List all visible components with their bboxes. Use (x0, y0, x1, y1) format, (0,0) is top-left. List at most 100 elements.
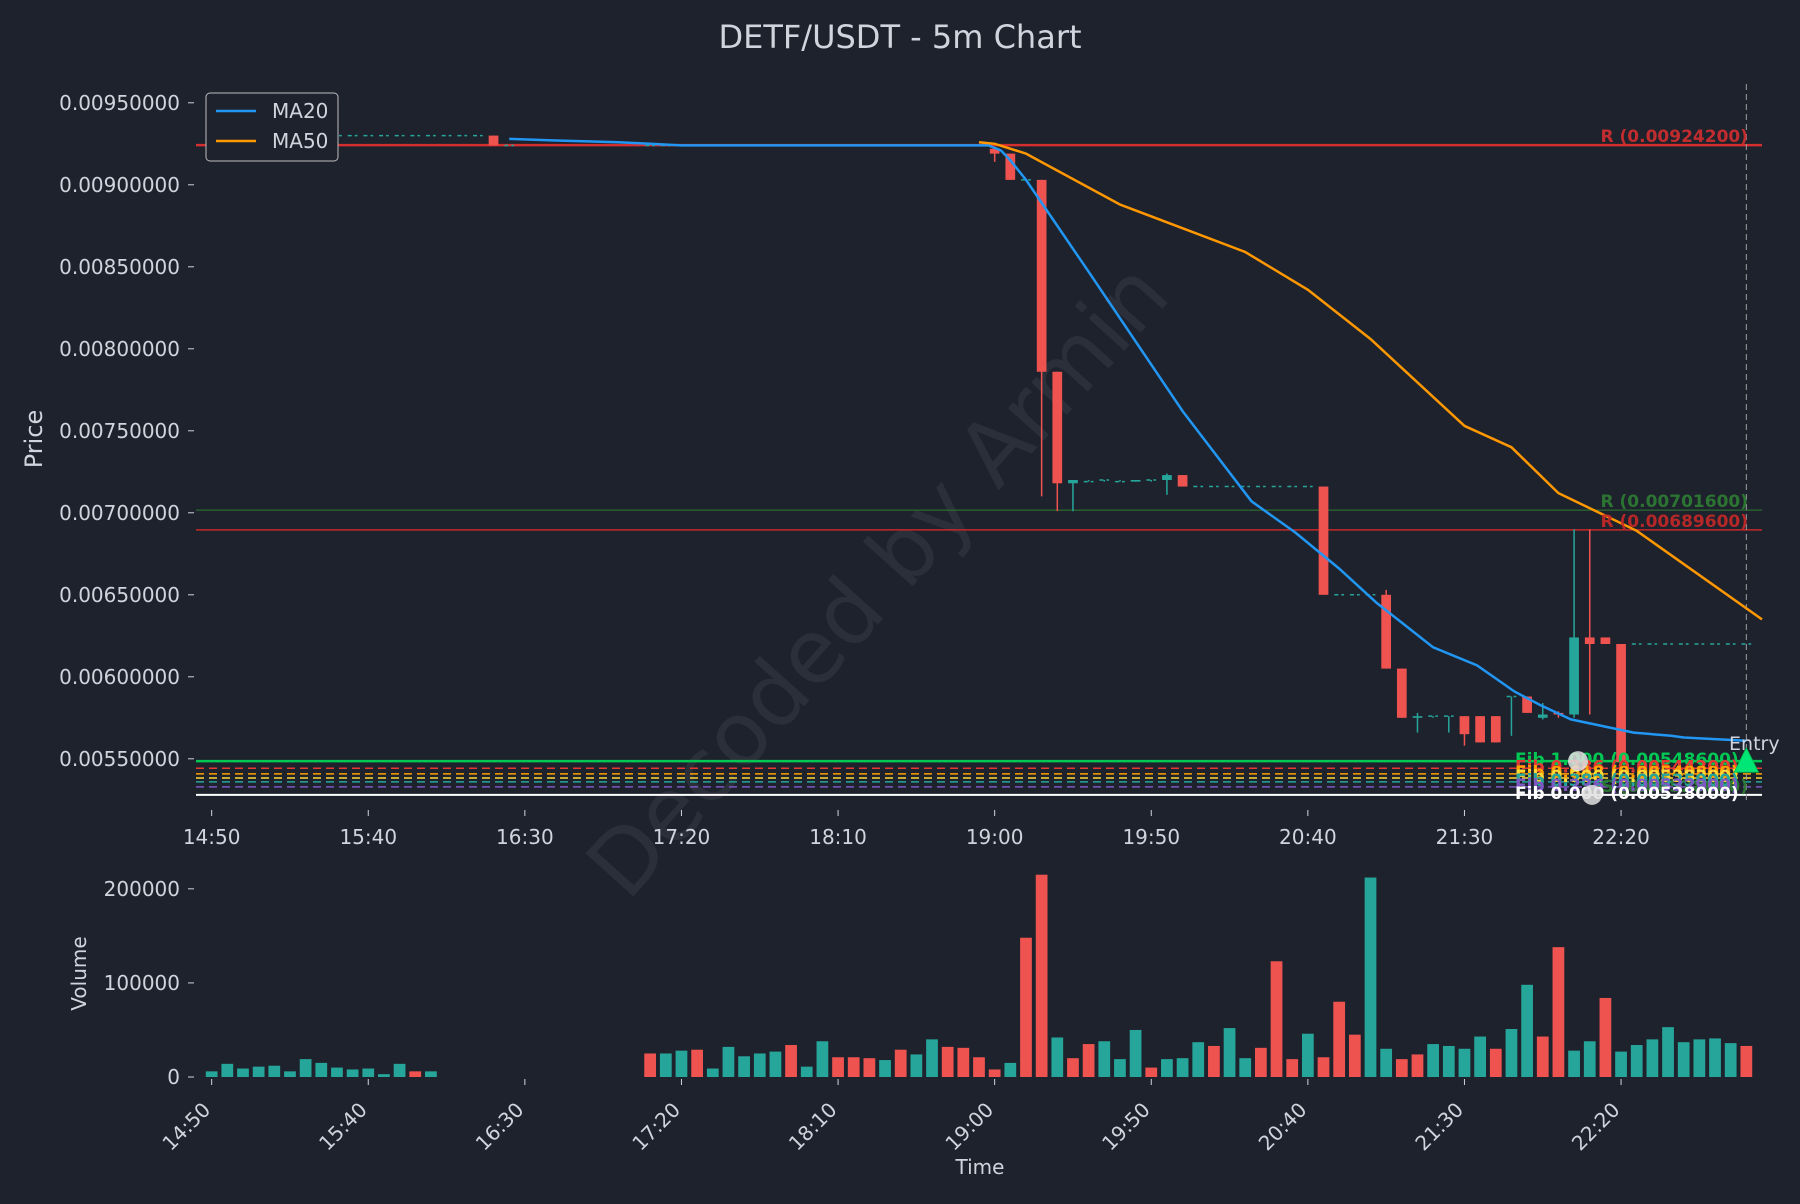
candle-body (1130, 480, 1141, 482)
level-label: S (0.00528000) (1601, 777, 1748, 797)
volume-bar (362, 1068, 375, 1077)
volume-x-tick-label: 22:20 (1567, 1098, 1625, 1156)
volume-bar (1489, 1048, 1502, 1077)
volume-bar (894, 1049, 907, 1077)
volume-bar (331, 1067, 343, 1077)
volume-bar (691, 1049, 703, 1077)
volume-bar (1662, 1027, 1674, 1077)
volume-bar (1333, 1001, 1346, 1077)
candle-body (1052, 371, 1063, 484)
volume-x-tick-label: 15:40 (314, 1098, 372, 1156)
candle-body (1522, 696, 1532, 713)
volume-bar (973, 1057, 985, 1077)
candle-body (1475, 716, 1485, 743)
volume-bar (832, 1057, 844, 1077)
legend-entry-ma50: MA50 (272, 129, 328, 153)
volume-bar (785, 1045, 797, 1077)
volume-bar (1458, 1048, 1471, 1077)
price-y-tick-label: 0.00550000 (59, 747, 180, 771)
volume-bar (1239, 1058, 1252, 1077)
volume-bar (769, 1051, 782, 1077)
volume-bar (1677, 1042, 1690, 1077)
candle-body (1177, 475, 1188, 487)
volume-bar (1364, 877, 1377, 1077)
price-x-tick-label: 18:10 (809, 825, 867, 849)
volume-bar (1317, 1057, 1330, 1077)
volume-bar (1270, 961, 1283, 1077)
volume-bar (1646, 1039, 1659, 1077)
price-x-tick-label: 22:20 (1592, 825, 1650, 849)
volume-bar (816, 1041, 829, 1077)
volume-bar (1599, 997, 1612, 1077)
fib-label: Fib 0.000 (0.00528000) (1515, 784, 1739, 804)
volume-bar (1568, 1050, 1580, 1077)
fib-label: Fib 0.236 (0.00532900) (1515, 776, 1739, 796)
candle-body (1537, 714, 1548, 718)
price-x-tick-label: 19:00 (966, 825, 1024, 849)
candle-body (488, 135, 499, 146)
price-x-tick-label: 14:50 (183, 825, 241, 849)
volume-bar (237, 1068, 249, 1077)
candle-body (1036, 179, 1047, 372)
candle-body (1412, 716, 1423, 718)
volume-bar (1442, 1045, 1455, 1077)
watermark-text: Decoded by Armin (567, 242, 1189, 916)
volume-bar (1724, 1043, 1737, 1077)
level-label: R (0.00689600) (1601, 512, 1748, 532)
volume-bar (941, 1046, 954, 1077)
chart-title: DETF/USDT - 5m Chart (718, 18, 1081, 56)
volume-bar (1020, 937, 1032, 1077)
volume-x-tick-label: 18:10 (784, 1098, 842, 1156)
candle-body (1381, 594, 1392, 669)
volume-bar (1145, 1067, 1158, 1077)
volume-bar (988, 1069, 1001, 1077)
volume-bar (1082, 1044, 1095, 1077)
volume-bar (284, 1071, 296, 1077)
volume-bar (1615, 1051, 1627, 1077)
candle-body (1569, 637, 1579, 715)
price-x-tick-label: 21:30 (1436, 825, 1494, 849)
volume-bar (1552, 947, 1565, 1077)
volume-x-tick-label: 20:40 (1254, 1098, 1312, 1156)
volume-bar (268, 1065, 281, 1077)
volume-bar (738, 1056, 750, 1077)
candle-body (1005, 153, 1016, 180)
volume-bar (926, 1039, 938, 1077)
price-x-tick-label: 19:50 (1122, 825, 1180, 849)
volume-x-tick-label: 14:50 (157, 1098, 215, 1156)
volume-bar (1693, 1039, 1706, 1077)
candle-body (1584, 637, 1595, 644)
volume-x-tick-label: 19:00 (940, 1098, 998, 1156)
volume-bar (425, 1071, 437, 1077)
volume-bar (409, 1071, 422, 1077)
price-y-tick-label: 0.00650000 (59, 583, 180, 607)
price-y-tick-label: 0.00600000 (59, 665, 180, 689)
volume-bar (221, 1063, 234, 1077)
candle-body (1068, 480, 1078, 484)
volume-bar (644, 1053, 657, 1077)
volume-bar (1192, 1042, 1205, 1077)
volume-bar (957, 1047, 970, 1077)
volume-bar (252, 1066, 265, 1077)
volume-x-tick-label: 17:20 (627, 1098, 685, 1156)
volume-bar (1505, 1029, 1518, 1077)
volume-bar (1004, 1062, 1017, 1077)
candle-body (1318, 486, 1329, 595)
volume-bar (1630, 1045, 1643, 1077)
volume-bar (1536, 1036, 1549, 1077)
volume-bar (1521, 984, 1533, 1077)
volume-bar (659, 1053, 672, 1077)
volume-bar (1709, 1038, 1721, 1077)
volume-bar (346, 1069, 359, 1077)
fib-label: Fib 0.382 (0.00535900) (1515, 771, 1739, 791)
volume-bar (675, 1050, 688, 1077)
ma50-line (978, 140, 1763, 621)
volume-bar (1286, 1059, 1299, 1077)
volume-bar (1411, 1054, 1424, 1077)
volume-bar (378, 1074, 390, 1077)
candle-body (1162, 475, 1172, 480)
volume-bar (863, 1058, 876, 1077)
legend-entry-ma20: MA20 (272, 99, 328, 123)
